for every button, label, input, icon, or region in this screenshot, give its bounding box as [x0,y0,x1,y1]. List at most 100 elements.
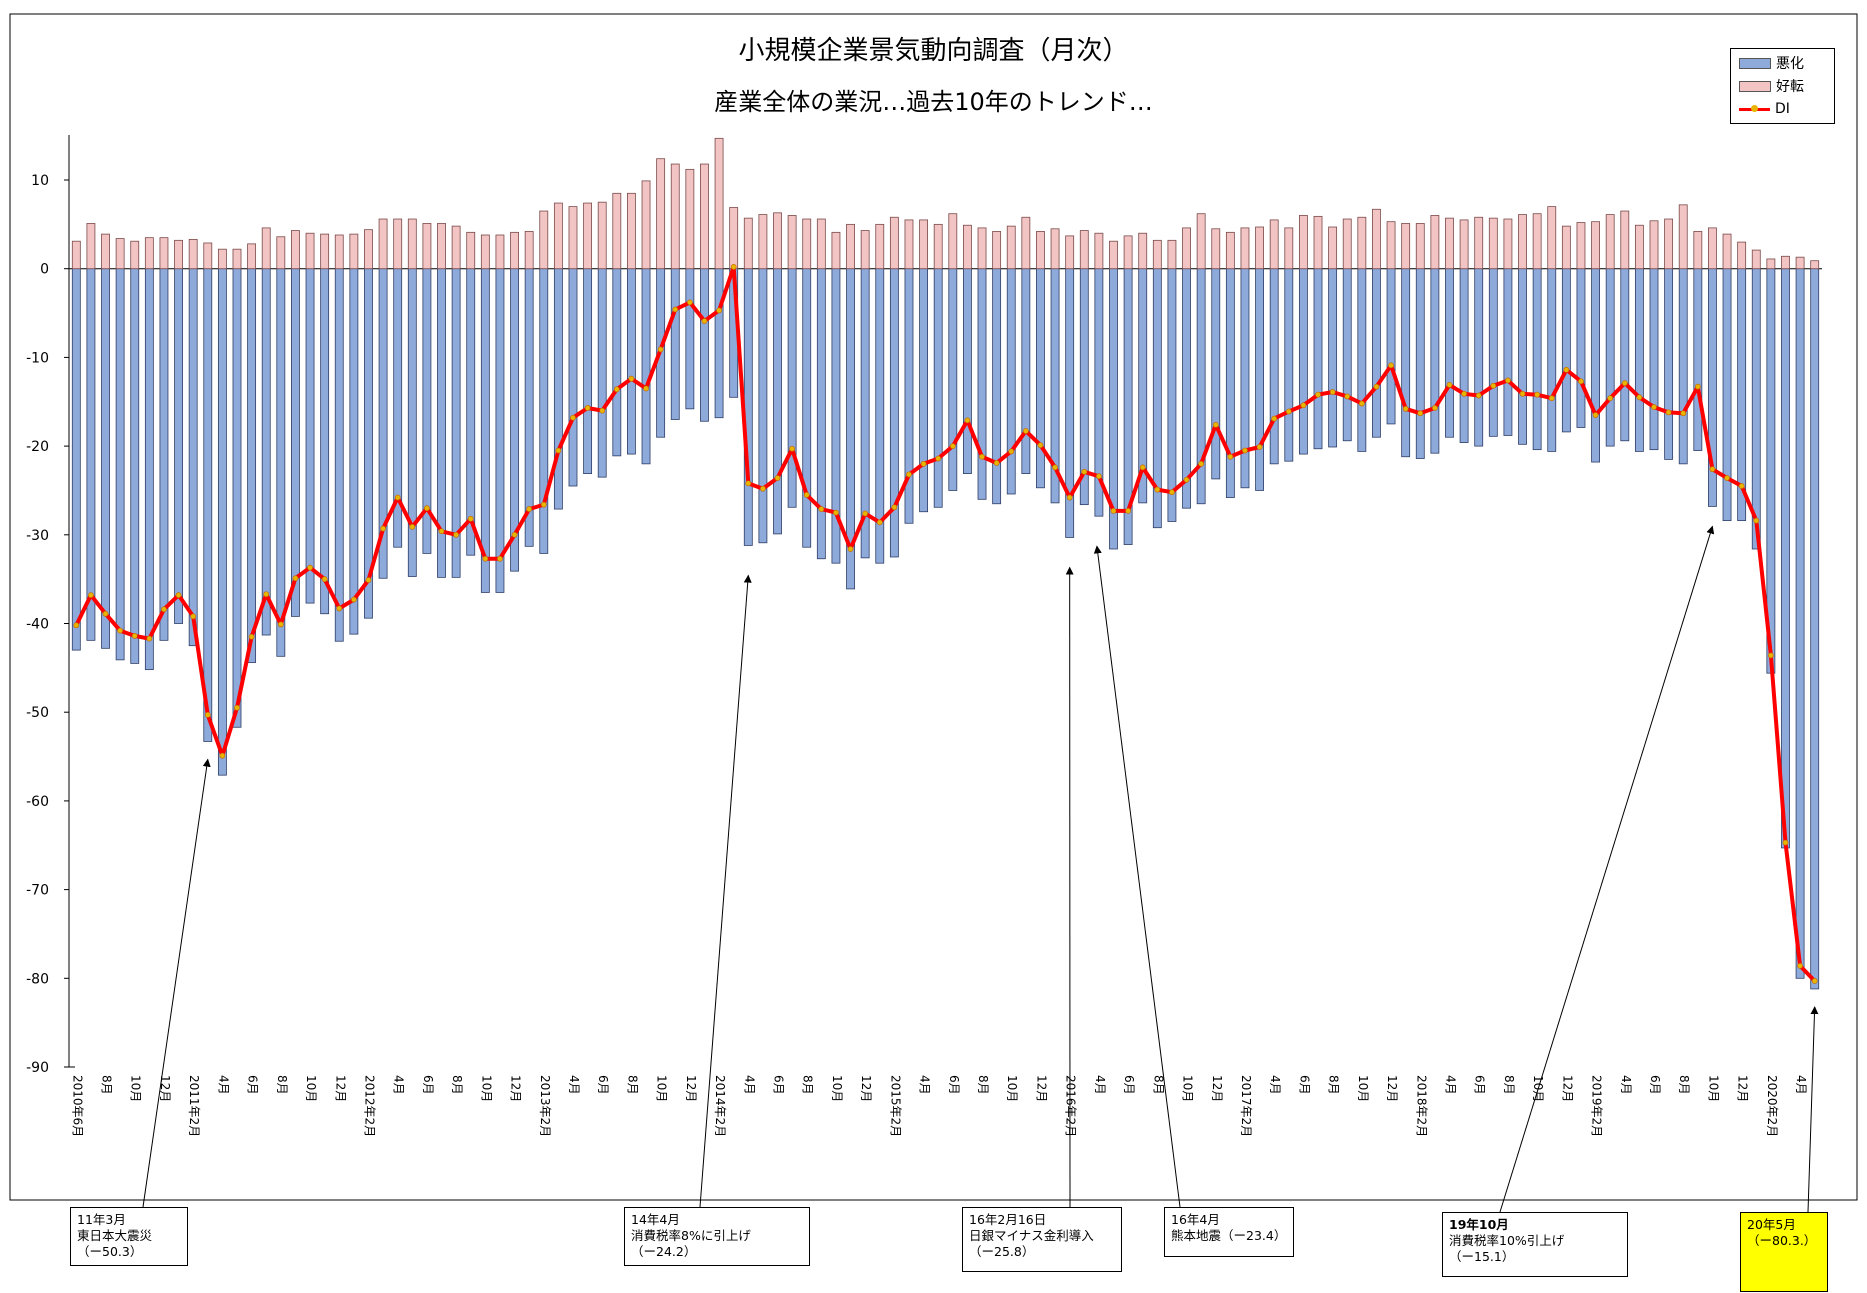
bar-better [831,231,841,270]
bar-better [583,202,593,270]
bar-worse [1255,268,1264,491]
bar-better [1109,240,1118,270]
bar-better [1605,214,1615,270]
x-tick-label: 6月 [947,1075,961,1095]
bar-better [802,218,812,270]
bar-worse [1167,268,1177,522]
x-tick-label: 4月 [392,1075,406,1095]
bar-worse [174,268,183,624]
x-tick-label: 8月 [801,1075,815,1095]
x-tick-label: 12月 [333,1075,347,1102]
bar-worse [1430,268,1440,454]
bar-better [101,233,110,270]
di-point [1797,962,1803,969]
bar-worse [933,268,943,508]
bar-worse [992,268,1002,505]
bar-better [1196,213,1206,270]
x-tick-label: 2019年2月 [1590,1075,1604,1137]
di-point [307,564,313,571]
di-point [526,506,533,512]
bar-worse [407,268,417,577]
di-point [175,592,182,599]
bar-better [1298,215,1308,270]
di-point [1052,464,1058,471]
bar-better [860,230,870,270]
y-tick-label: 10 [31,173,49,189]
di-point [1636,394,1643,401]
bar-worse [291,268,300,617]
annotation-2020-may: 20年5月 （ー80.3.） [1740,1212,1828,1292]
bar-worse [1006,268,1016,495]
bar-worse [1693,268,1703,451]
bar-better [334,234,344,270]
di-point [1066,494,1073,501]
annotation-arrow [1807,1006,1819,1213]
di-point [1694,383,1701,390]
di-point [1271,415,1278,422]
bar-better [349,233,359,270]
bar-better [889,216,899,270]
bar-better [948,213,958,270]
bar-better [1065,235,1075,270]
bar-better [1591,221,1600,270]
x-tick-label: 4月 [1794,1075,1808,1095]
bar-worse [962,268,972,474]
bar-better [1781,255,1790,270]
x-tick-label: 2020年2月 [1765,1075,1779,1137]
bar-better [524,231,534,270]
di-point [774,475,781,481]
x-tick-label: 4月 [742,1075,756,1095]
di-point [701,318,708,324]
di-point [657,346,664,353]
bar-worse [1021,268,1031,474]
di-point [1315,391,1321,398]
bar-better [451,225,461,270]
bar-worse [758,268,768,544]
bar-worse [553,268,563,510]
di-point [1125,507,1132,514]
x-tick-label: 10月 [1005,1075,1019,1102]
bar-worse [1401,268,1411,458]
legend: 悪化 好転 DI [1730,48,1835,124]
di-point [993,460,1000,466]
bar-better [1693,231,1703,270]
bar-worse [787,268,797,508]
bar-worse [349,268,359,635]
di-point [1358,400,1365,407]
di-point [511,531,518,538]
bar-worse [597,268,607,478]
di-point [263,591,270,598]
x-tick-label: 8月 [275,1075,289,1095]
bar-worse [1342,268,1352,442]
bar-worse [1591,268,1600,463]
bar-worse [1634,268,1644,452]
bar-worse [627,268,636,455]
di-point [1402,405,1409,412]
x-tick-label: 10月 [1706,1075,1720,1102]
di-point [1373,383,1380,390]
di-point [190,613,197,620]
bar-worse [1649,268,1659,451]
bar-better [144,237,154,270]
bar-worse [1225,268,1235,498]
x-tick-label: 10月 [304,1075,318,1102]
x-tick-label: 2016年2月 [1064,1075,1078,1137]
di-point [1578,378,1584,385]
bar-worse [1211,268,1221,480]
bar-better [962,224,972,270]
bar-better [641,180,651,270]
bar-better [1021,216,1031,270]
di-point [467,515,474,522]
bar-better [217,248,227,270]
bar-better [232,248,242,270]
bar-worse [1576,268,1586,428]
x-tick-label: 8月 [625,1075,639,1095]
bar-better [1386,221,1396,270]
bar-better [773,212,782,270]
di-point [1198,460,1205,467]
bar-worse [977,268,987,500]
di-point [803,491,810,498]
x-tick-label: 6月 [1473,1075,1487,1095]
bar-worse [1284,268,1294,462]
bar-better [1620,210,1630,270]
